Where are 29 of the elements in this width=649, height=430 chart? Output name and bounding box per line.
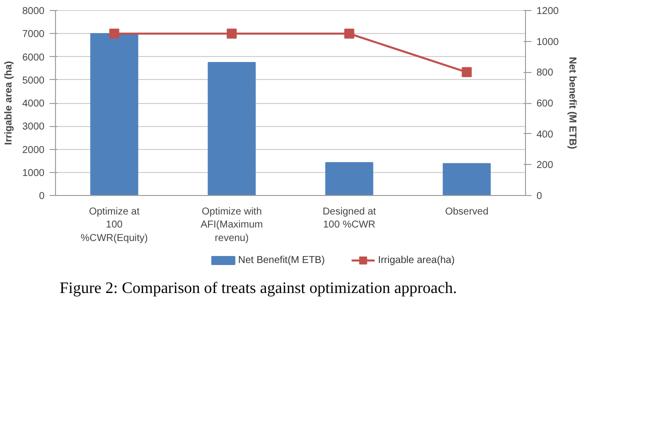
x-tick-label: Optimize at 100 %CWR(Equity) <box>80 206 148 244</box>
y-tick-label: 1000 <box>22 168 45 179</box>
y-tick-label: 6000 <box>22 52 45 64</box>
y-tick-label: 2000 <box>22 144 45 156</box>
caption: Figure 2: Comparison of treats against optimization approach. <box>60 280 457 297</box>
y2-tick-label: 200 <box>536 160 554 172</box>
y-tick-label: 4000 <box>22 98 45 110</box>
y2-tick-label: 0 <box>536 191 542 202</box>
y2-tick-label: 400 <box>536 129 554 140</box>
x-tick-label: Observed <box>445 206 488 218</box>
y-tick-label: 3000 <box>22 122 45 133</box>
x-tick-label: Optimize with AFI(Maximum revenu) <box>200 206 263 244</box>
bar <box>90 33 138 196</box>
y2-axis-title: Net benefit (M ETB) <box>566 56 578 150</box>
y-tick-label: 8000 <box>22 6 45 17</box>
y2-tick-label: 600 <box>536 98 554 110</box>
y2-tick-label: 800 <box>536 68 554 79</box>
y-axis-title: Irrigable area (ha) <box>3 61 14 145</box>
y-tick-label: 7000 <box>22 29 45 40</box>
y2-tick-label: 1000 <box>536 36 560 48</box>
x-tick-label: Designed at 100 %CWR <box>322 206 376 231</box>
bar <box>325 162 374 196</box>
y-tick-label: 0 <box>38 191 45 202</box>
bar <box>208 62 256 196</box>
bar <box>442 163 491 196</box>
y-tick-label: 5000 <box>22 75 45 86</box>
y2-tick-label: 1200 <box>536 6 560 17</box>
legend-label: Irrigable area(ha) <box>378 255 455 266</box>
legend-label: Net Benefit(M ETB) <box>238 255 325 266</box>
